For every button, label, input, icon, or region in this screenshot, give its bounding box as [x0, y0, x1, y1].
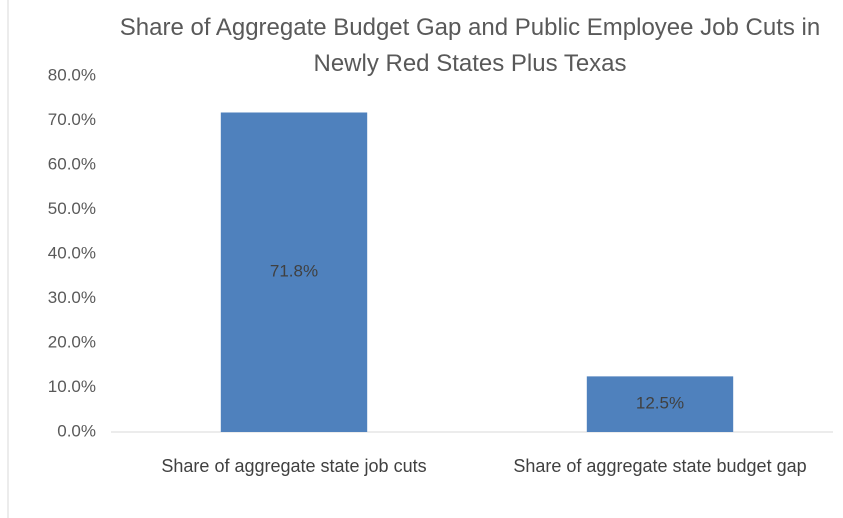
data-label: 71.8% [270, 262, 318, 281]
x-tick-label: Share of aggregate state budget gap [513, 456, 807, 476]
bar [220, 112, 368, 433]
y-tick-label: 0.0% [57, 421, 96, 440]
bar [586, 376, 734, 432]
y-tick-label: 60.0% [48, 154, 96, 173]
y-tick-label: 10.0% [48, 377, 96, 396]
x-tick-label: Share of aggregate state job cuts [161, 456, 427, 476]
y-tick-label: 80.0% [48, 65, 96, 84]
y-tick-label: 20.0% [48, 332, 96, 351]
data-label: 12.5% [636, 394, 684, 413]
y-tick-label: 50.0% [48, 199, 96, 218]
y-tick-label: 40.0% [48, 243, 96, 262]
y-tick-label: 70.0% [48, 110, 96, 129]
chart-title: Share of Aggregate Budget Gap and Public… [119, 14, 821, 77]
y-tick-label: 30.0% [48, 288, 96, 307]
